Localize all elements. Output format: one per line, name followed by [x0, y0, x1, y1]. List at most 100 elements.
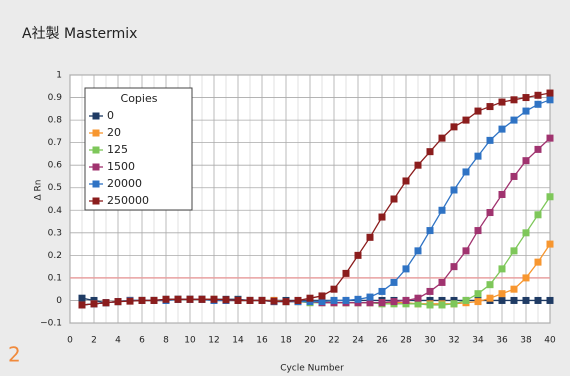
data-point [546, 134, 554, 142]
x-tick-label: 28 [400, 336, 412, 346]
data-point [318, 298, 326, 306]
data-point [90, 300, 98, 308]
data-point [462, 116, 470, 124]
data-point [450, 300, 458, 308]
data-point [546, 96, 554, 104]
data-point [522, 94, 530, 102]
data-point [402, 265, 410, 273]
legend-label: 20000 [107, 177, 142, 190]
data-point [498, 98, 506, 106]
data-point [414, 294, 422, 302]
data-point [474, 107, 482, 115]
data-point [354, 251, 362, 259]
data-point [522, 157, 530, 165]
data-point [438, 206, 446, 214]
y-tick-label: 0.4 [48, 206, 63, 216]
data-point [78, 294, 86, 302]
x-tick-label: 26 [376, 336, 388, 346]
legend-label: 0 [107, 109, 114, 122]
legend-label: 125 [107, 143, 128, 156]
data-point [498, 290, 506, 298]
data-point [198, 295, 206, 303]
legend-box [84, 87, 193, 211]
data-point [282, 298, 290, 306]
data-point [306, 294, 314, 302]
data-point [330, 285, 338, 293]
x-tick-label: 14 [232, 336, 244, 346]
data-point [486, 209, 494, 217]
data-point [474, 290, 482, 298]
data-point [498, 190, 506, 198]
legend-title: Copies [121, 92, 158, 105]
data-point [78, 301, 86, 309]
data-point [438, 301, 446, 309]
data-point [138, 296, 146, 304]
y-tick-label: 0 [56, 296, 62, 306]
x-tick-label: 12 [208, 336, 219, 346]
data-point [450, 123, 458, 131]
legend-label: 250000 [107, 194, 149, 207]
data-point [534, 211, 542, 219]
data-point [426, 287, 434, 295]
data-point [450, 186, 458, 194]
x-tick-label: 8 [163, 336, 169, 346]
data-point [126, 297, 134, 305]
data-point [450, 263, 458, 271]
data-point [210, 295, 218, 303]
data-point [486, 136, 494, 144]
data-point [486, 281, 494, 289]
data-point [378, 213, 386, 221]
chart-title: A社製 Mastermix [22, 26, 137, 42]
data-point [510, 96, 518, 104]
legend-marker [92, 163, 100, 171]
data-point [330, 296, 338, 304]
data-point [546, 296, 554, 304]
data-point [462, 168, 470, 176]
data-point [438, 134, 446, 142]
data-point [534, 258, 542, 266]
data-point [546, 193, 554, 201]
y-tick-label: 0.5 [48, 183, 62, 193]
data-point [474, 152, 482, 160]
data-point [498, 296, 506, 304]
legend-label: 20 [107, 126, 121, 139]
data-point [510, 172, 518, 180]
data-point [402, 177, 410, 185]
legend-marker [92, 197, 100, 205]
y-tick-label: 0.7 [48, 138, 62, 148]
data-point [522, 229, 530, 237]
data-point [414, 300, 422, 308]
legend-label: 1500 [107, 160, 135, 173]
data-point [474, 298, 482, 306]
panel-number: 2 [8, 343, 21, 367]
data-point [522, 107, 530, 115]
legend-marker [92, 112, 100, 120]
data-point [378, 299, 386, 307]
data-point [510, 247, 518, 255]
data-point [414, 247, 422, 255]
x-axis-label: Cycle Number [280, 364, 344, 374]
y-axis-label: Δ Rn [34, 180, 44, 201]
data-point [246, 296, 254, 304]
x-tick-label: 20 [304, 336, 316, 346]
data-point [426, 227, 434, 235]
data-point [354, 295, 362, 303]
data-point [534, 91, 542, 99]
data-point [366, 233, 374, 241]
data-point [366, 293, 374, 301]
data-point [546, 89, 554, 97]
legend-marker [92, 129, 100, 137]
data-point [162, 295, 170, 303]
data-point [462, 247, 470, 255]
data-point [342, 269, 350, 277]
x-tick-label: 24 [352, 336, 364, 346]
data-point [402, 296, 410, 304]
data-point [510, 285, 518, 293]
data-point [498, 125, 506, 133]
y-tick-label: 1 [56, 71, 62, 81]
data-point [234, 296, 242, 304]
x-tick-label: 34 [472, 336, 484, 346]
legend-marker [92, 180, 100, 188]
data-point [534, 145, 542, 153]
x-tick-label: 22 [328, 336, 339, 346]
